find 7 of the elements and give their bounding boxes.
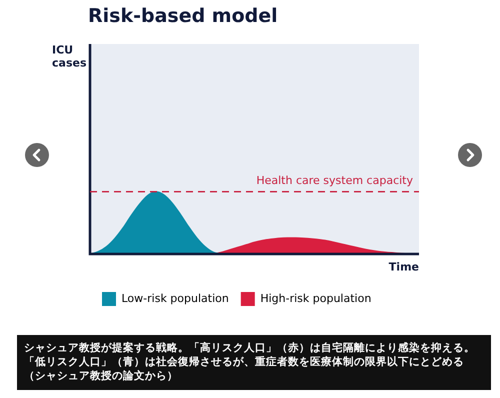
legend-label: High-risk population bbox=[260, 292, 372, 305]
x-axis-title: Time bbox=[388, 260, 419, 274]
chart-title: Risk-based model bbox=[88, 5, 278, 27]
text: ICU cases bbox=[52, 43, 87, 70]
text: シャシュア教授が提案する戦略。「高リスク人口」（赤）は自宅隔離により感染を抑える。「低リスク人口」（青）は社会復帰させるが、重症者数を医療体制の限界以下にとどめる（シャシュア教授の論文から） bbox=[17, 335, 491, 390]
ref-line-label: Health care system capacity bbox=[256, 174, 414, 188]
legend-label: Low-risk population bbox=[122, 292, 229, 305]
